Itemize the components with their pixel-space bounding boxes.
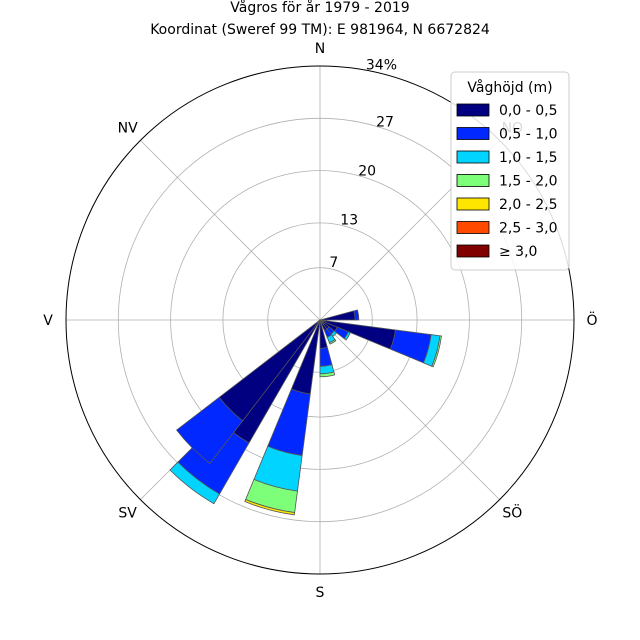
rose-bar-segment [328, 338, 337, 345]
rose-bar-segment [353, 309, 360, 321]
direction-label: V [43, 313, 53, 329]
rose-bar-segment [176, 396, 244, 464]
legend-label: 1,0 - 1,5 [499, 150, 557, 166]
direction-label: N [315, 41, 325, 57]
radial-tick-label: 27 [376, 114, 394, 130]
direction-label: NV [118, 121, 138, 137]
legend: Våghöjd (m) 0,0 - 0,5 0,5 - 1,0 1,0 - 1,5 1,… [450, 71, 570, 271]
rose-bar-segment [431, 335, 442, 368]
rose-bar-segment [319, 371, 336, 378]
legend-swatch [456, 150, 490, 164]
radial-tick-label: 20 [358, 164, 376, 180]
direction-label: SV [118, 505, 137, 521]
outer-ring [65, 65, 575, 575]
legend-title: Våghöjd (m) [467, 79, 552, 96]
legend-label: ≥ 3,0 [499, 244, 537, 260]
direction-label: S [316, 585, 325, 601]
grid-spoke [319, 319, 500, 500]
rose-bar-segment [319, 310, 356, 321]
radial-tick-labels: 7 13 20 27 34% [329, 58, 397, 271]
legend-label: 2,0 - 2,5 [499, 197, 557, 213]
legend-swatch [456, 127, 490, 140]
legend-swatch [456, 221, 490, 234]
rose-bars [169, 309, 442, 516]
rose-bar-segment [343, 331, 351, 341]
chart-title: Vågros för år 1979 - 2019 [230, 0, 409, 16]
grid-spoke [140, 140, 321, 321]
direction-label: Ö [586, 311, 597, 329]
rose-bar-segment [389, 329, 432, 364]
rose-bar-segment [319, 346, 333, 367]
legend-swatch [456, 103, 490, 117]
rose-bar-segment [169, 461, 221, 505]
radial-tick-label: 7 [329, 255, 338, 271]
legend-swatch [456, 174, 490, 187]
legend-label: 1,5 - 2,0 [499, 174, 557, 190]
chart-subtitle: Koordinat (Sweref 99 TM): E 981964, N 66… [150, 22, 490, 38]
legend-label: 0,5 - 1,0 [499, 127, 557, 143]
legend-label: 2,5 - 3,0 [499, 221, 557, 237]
rose-bar-segment [244, 498, 296, 516]
radial-max-label: 34% [366, 58, 397, 74]
direction-label: SÖ [502, 503, 522, 521]
legend-box [450, 71, 570, 271]
legend-swatch [456, 244, 490, 258]
legend-swatch [456, 197, 490, 211]
radial-tick-label: 13 [340, 213, 358, 229]
legend-label: 0,0 - 0,5 [499, 103, 557, 119]
